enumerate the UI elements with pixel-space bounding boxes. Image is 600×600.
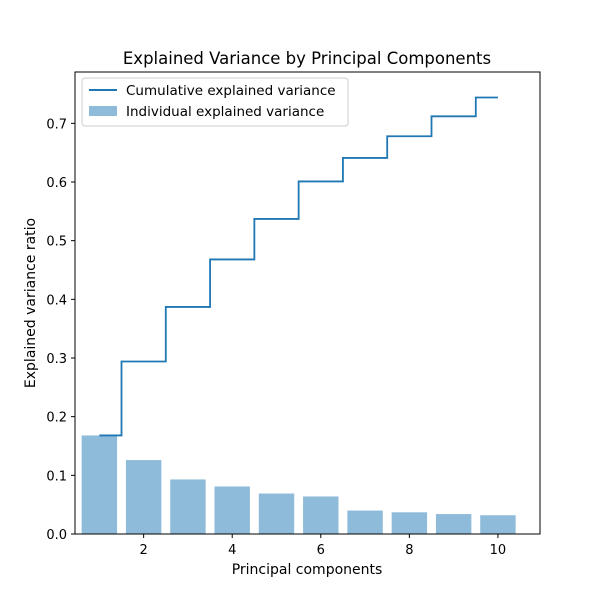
y-tick-label-0.4: 0.4 <box>46 293 67 308</box>
step-layer <box>99 96 498 437</box>
bar-pc-6 <box>303 496 339 534</box>
bar-pc-10 <box>480 515 516 534</box>
y-axis-label: Explained variance ratio <box>23 218 39 388</box>
bar-pc-3 <box>170 479 206 534</box>
x-axis-label: Principal components <box>232 562 383 578</box>
bar-pc-8 <box>391 512 428 534</box>
y-tick-label-0.3: 0.3 <box>46 352 67 367</box>
y-tick-label-0.6: 0.6 <box>46 176 67 191</box>
x-axis-ticks: 2 4 6 8 10 <box>140 534 507 558</box>
bar-pc-4 <box>214 486 250 534</box>
x-tick-label-10: 10 <box>490 543 507 558</box>
y-tick-label-0.7: 0.7 <box>46 117 67 132</box>
legend-label-cumulative: Cumulative explained variance <box>126 83 336 99</box>
legend-box <box>81 77 349 127</box>
x-tick-label-8: 8 <box>405 543 413 558</box>
legend-label-individual: Individual explained variance <box>126 104 324 120</box>
plot-frame <box>74 71 541 535</box>
bar-pc-2 <box>125 460 162 534</box>
legend: Cumulative explained variance Individual… <box>81 77 349 127</box>
y-tick-label-0.2: 0.2 <box>46 411 67 426</box>
x-tick-label-6: 6 <box>317 543 325 558</box>
x-tick-label-2: 2 <box>140 543 148 558</box>
bar-pc-7 <box>347 510 383 534</box>
bar-pc-1 <box>81 435 118 534</box>
chart-title: Explained Variance by Principal Componen… <box>123 49 491 68</box>
y-axis-ticks: 0.0 0.1 0.2 0.3 0.4 0.5 0.6 0.7 <box>46 117 75 543</box>
x-tick-label-4: 4 <box>228 543 236 558</box>
y-tick-label-0.0: 0.0 <box>46 528 67 543</box>
cumulative-step-line <box>99 96 498 437</box>
y-tick-label-0.5: 0.5 <box>46 235 67 250</box>
y-tick-label-0.1: 0.1 <box>46 469 67 484</box>
bar-pc-5 <box>258 493 295 534</box>
bar-pc-9 <box>435 514 472 534</box>
legend-swatch-individual <box>89 106 117 116</box>
bars-layer <box>81 435 516 534</box>
